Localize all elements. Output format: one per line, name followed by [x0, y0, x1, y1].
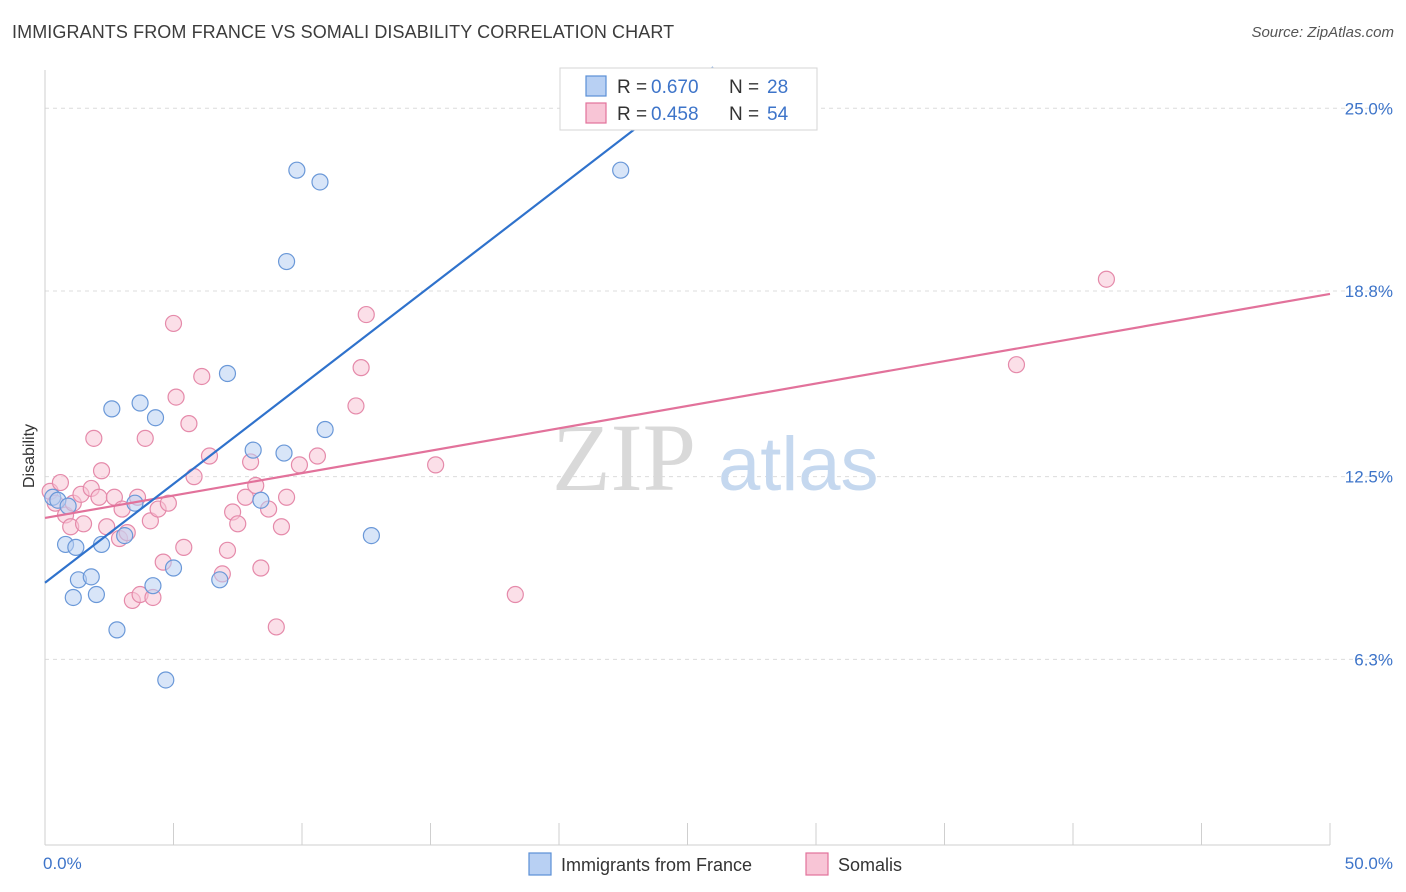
y-axis-label: Disability — [21, 424, 38, 488]
somalis-point-28 — [175, 538, 193, 556]
somalis-point-2 — [51, 473, 70, 492]
france-point-10 — [103, 400, 121, 418]
x-tick-labels: 0.0% 50.0% — [43, 854, 1393, 873]
france-point-12 — [116, 526, 134, 545]
y-tick-label-2: 18.8% — [1345, 282, 1393, 301]
somalis-point-48 — [352, 359, 370, 377]
watermark: ZIP atlas — [552, 404, 879, 511]
france-point-24 — [277, 252, 296, 271]
france-point-22 — [252, 491, 270, 509]
france-point-3 — [59, 497, 77, 515]
watermark-atlas: atlas — [718, 422, 879, 507]
france-point-19 — [211, 571, 229, 589]
france-point-16 — [146, 409, 165, 427]
y-tick-label-1: 12.5% — [1345, 468, 1393, 487]
bottom-legend-swatch-france — [528, 852, 552, 876]
chart-source: Source: ZipAtlas.com — [1251, 24, 1394, 41]
somalis-point-47 — [347, 397, 365, 415]
legend-r-label-france: R = — [617, 77, 647, 98]
france-point-7 — [82, 568, 100, 586]
somalis-point-36 — [229, 515, 247, 533]
legend-r-value-somalis: 0.458 — [651, 104, 699, 125]
bottom-legend-label-france: Immigrants from France — [561, 855, 752, 875]
somalis-point-20 — [136, 429, 154, 447]
somalis-point-27 — [167, 388, 185, 406]
somalis-point-50 — [427, 456, 445, 474]
somalis-point-10 — [90, 488, 108, 506]
somalis-point-26 — [164, 314, 183, 333]
somalis-point-49 — [357, 305, 375, 324]
france-point-27 — [316, 420, 334, 439]
france-point-21 — [244, 441, 262, 459]
legend-n-label-france: N = — [729, 77, 759, 98]
series-legend: Immigrants from France Somalis — [528, 852, 902, 876]
x-tick-label-0: 0.0% — [43, 854, 82, 873]
france-point-18 — [164, 559, 183, 577]
x-tick-label-1: 50.0% — [1345, 854, 1393, 873]
france-point-29 — [612, 161, 630, 179]
y-tick-label-3: 25.0% — [1345, 99, 1393, 118]
bottom-legend-swatch-somalis — [805, 852, 829, 876]
bottom-legend-label-somalis: Somalis — [838, 855, 902, 875]
somalis-point-51 — [506, 585, 524, 604]
legend-n-value-france: 28 — [767, 77, 788, 98]
france-point-14 — [131, 394, 149, 412]
france-point-4 — [67, 538, 85, 556]
legend-swatch-france — [585, 75, 607, 97]
france-point-25 — [288, 161, 306, 179]
legend-swatch-somalis — [585, 102, 607, 124]
somalis-point-46 — [308, 447, 327, 465]
somalis-point-52 — [1007, 356, 1026, 374]
somalis-trend-line — [44, 292, 1331, 519]
france-points — [44, 161, 630, 689]
somalis-point-34 — [218, 541, 237, 559]
somalis-point-40 — [252, 559, 270, 577]
axes — [44, 70, 1331, 846]
france-point-11 — [108, 621, 126, 639]
somalis-point-25 — [159, 494, 177, 512]
somalis-point-53 — [1097, 270, 1116, 288]
france-point-26 — [311, 173, 329, 191]
legend-n-value-somalis: 54 — [767, 104, 789, 125]
france-point-17 — [157, 671, 175, 689]
france-point-8 — [87, 585, 106, 604]
chart-title: IMMIGRANTS FROM FRANCE VS SOMALI DISABIL… — [12, 22, 675, 42]
somalis-point-7 — [74, 515, 93, 533]
y-tick-label-0: 6.3% — [1354, 650, 1393, 669]
legend-r-label-somalis: R = — [617, 104, 647, 125]
france-point-20 — [218, 364, 237, 383]
grid-lines — [45, 107, 1390, 660]
somalis-point-29 — [180, 415, 198, 433]
somalis-point-11 — [92, 462, 111, 480]
france-point-23 — [275, 444, 293, 462]
france-point-5 — [64, 588, 82, 607]
somalis-point-44 — [277, 488, 296, 506]
france-point-28 — [362, 526, 380, 545]
legend-n-label-somalis: N = — [729, 104, 759, 125]
somalis-point-9 — [85, 429, 103, 447]
somalis-point-43 — [272, 518, 291, 536]
watermark-zip: ZIP — [552, 404, 696, 511]
france-trend-line — [44, 107, 663, 584]
y-tick-labels: 6.3% 12.5% 18.8% 25.0% — [1345, 99, 1393, 669]
somalis-point-42 — [267, 618, 285, 636]
france-point-15 — [144, 577, 162, 595]
legend-r-value-france: 0.670 — [651, 77, 699, 98]
stats-legend: R = 0.670 N = 28 R = 0.458 N = 54 — [559, 67, 818, 131]
somalis-point-45 — [290, 456, 309, 474]
somalis-point-31 — [193, 367, 211, 386]
